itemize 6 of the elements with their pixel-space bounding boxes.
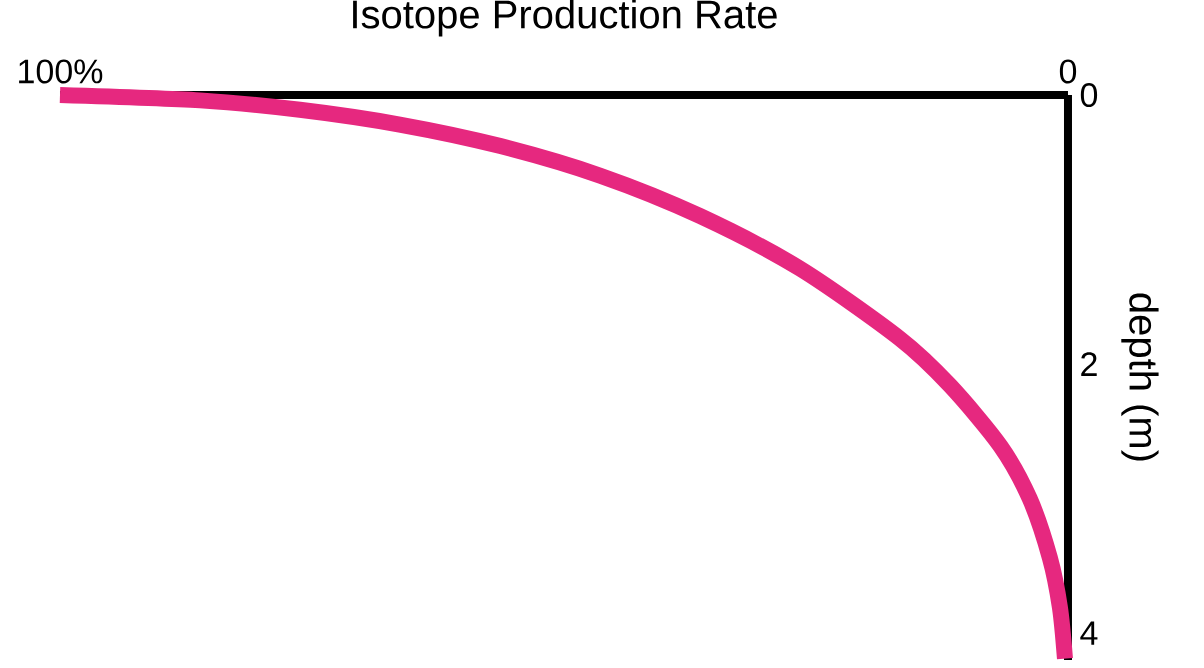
x-tick-label: 100% — [19, 59, 103, 84]
y-tick-label: 0 — [1080, 82, 1098, 108]
x-axis-title: Isotope Production Rate — [353, 0, 777, 37]
y-tick-label: 4 — [1080, 621, 1098, 645]
y-tick-label: 2 — [1081, 352, 1097, 376]
y-axis-title: depth (m) — [1121, 293, 1159, 461]
